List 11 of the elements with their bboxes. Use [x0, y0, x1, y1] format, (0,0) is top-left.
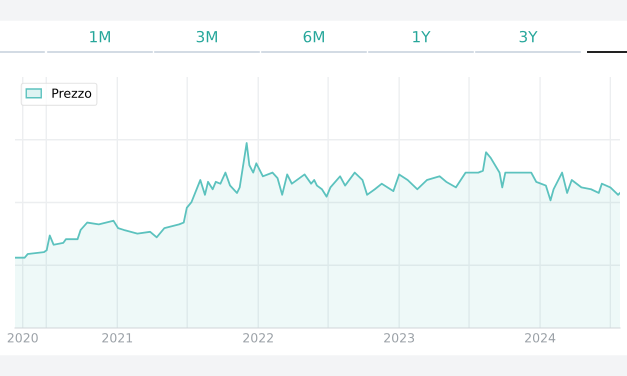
text: 6M — [304, 30, 324, 42]
x-tick-label: 2022 — [243, 333, 273, 343]
x-tick-label: 2020 — [8, 333, 38, 343]
legend-label: Prezzo — [52, 88, 92, 98]
x-tick-label: 2023 — [384, 333, 414, 343]
x-tick-label: 2024 — [525, 333, 556, 343]
text: 1Y — [413, 31, 431, 42]
text: 1M — [90, 31, 110, 42]
x-tick-label: 2021 — [102, 333, 132, 343]
text: 3M — [196, 30, 217, 42]
text: 3Y — [520, 30, 538, 42]
